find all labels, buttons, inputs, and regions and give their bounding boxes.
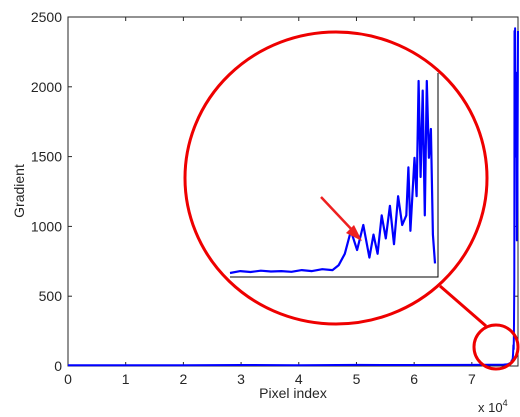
y-tick-label: 2500 [31, 9, 62, 25]
x-exponent-base: x 10 [478, 400, 503, 415]
x-axis-label: Pixel index [259, 385, 327, 401]
arrow-shaft [320, 196, 355, 233]
x-tick-label: 6 [410, 371, 418, 387]
y-tick-label: 1000 [31, 218, 62, 234]
x-tick-label: 5 [353, 371, 361, 387]
inset-series-line [229, 79, 437, 275]
y-tick-label: 500 [39, 288, 63, 304]
arrow-head [346, 225, 362, 241]
zoom-annotation [183, 30, 520, 371]
y-axis-label: Gradient [11, 164, 27, 218]
x-tick-label: 3 [237, 371, 245, 387]
x-tick-label: 7 [468, 371, 476, 387]
y-tick-label: 0 [54, 358, 62, 374]
x-axis-ticks: 0 1 2 3 4 5 6 7 [64, 17, 476, 387]
x-tick-label: 4 [295, 371, 303, 387]
y-tick-label: 2000 [31, 79, 62, 95]
x-tick-label: 2 [179, 371, 187, 387]
large-zoom-circle [183, 30, 489, 326]
small-zoom-circle [472, 323, 520, 371]
inset-frame [230, 73, 439, 278]
zoom-connector-line [439, 284, 487, 328]
x-tick-label: 0 [64, 371, 72, 387]
y-tick-label: 1500 [31, 149, 62, 165]
x-axis-exponent: x 104 [478, 398, 508, 415]
y-axis-ticks: 0 500 1000 1500 2000 2500 [31, 9, 518, 374]
x-tick-label: 1 [122, 371, 130, 387]
x-exponent-power: 4 [503, 398, 508, 408]
